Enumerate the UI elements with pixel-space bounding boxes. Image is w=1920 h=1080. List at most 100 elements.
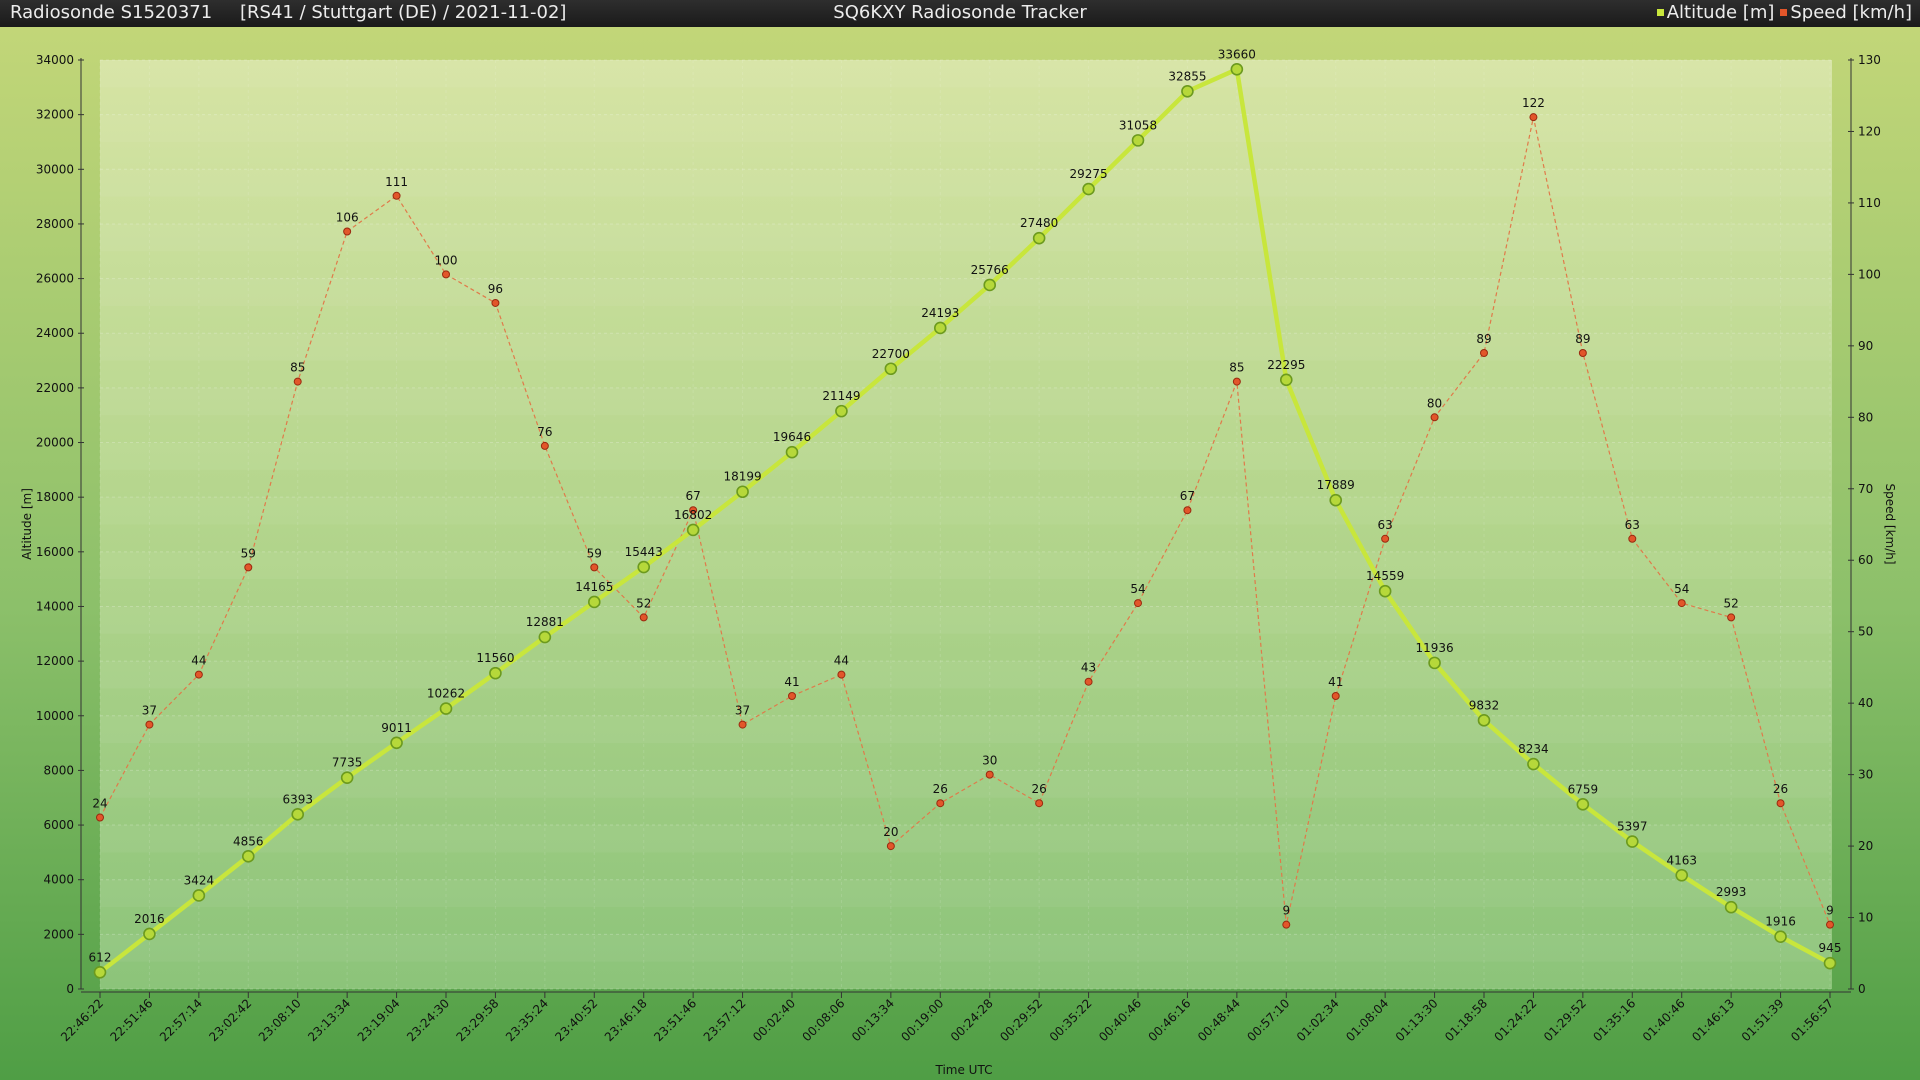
plot-band: [100, 606, 1832, 634]
altitude-point: [1527, 757, 1540, 771]
y2-tick-label: 30: [1858, 768, 1873, 782]
altitude-point: [1032, 231, 1046, 245]
speed-point: [293, 377, 302, 386]
plot-band: [100, 223, 1832, 252]
speed-point: [1035, 799, 1044, 808]
y-tick-label: 22000: [36, 381, 74, 395]
altitude-data-label: 19646: [773, 430, 811, 444]
altitude-point: [192, 889, 206, 902]
y-tick-label: 30000: [36, 162, 74, 176]
y2-axis-label: Speed [km/h]: [1883, 483, 1897, 564]
y-tick-label: 28000: [36, 217, 74, 231]
chart: 0 2000 4000 6000 8000 10000 12000 14000 16000 180…: [0, 27, 1920, 1080]
speed-data-label: 54: [1130, 582, 1145, 596]
y2-tick-label: 40: [1858, 696, 1873, 710]
speed-data-label: 111: [385, 175, 408, 189]
legend-speed-label: Speed [km/h]: [1790, 2, 1912, 23]
y2-tick-label: 70: [1858, 482, 1873, 496]
plot-band: [100, 934, 1832, 962]
speed-point: [689, 506, 698, 515]
speed-point: [1084, 677, 1093, 686]
speed-point: [590, 563, 599, 572]
speed-data-label: 41: [1328, 675, 1343, 689]
altitude-point: [1625, 835, 1639, 848]
altitude-data-label: 24193: [921, 306, 959, 320]
y-tick-label: 2000: [43, 927, 74, 941]
altitude-data-label: 10262: [427, 687, 465, 701]
legend-altitude-swatch: [1656, 8, 1664, 16]
altitude-point: [1477, 714, 1491, 727]
altitude-point: [1724, 900, 1738, 914]
speed-data-label: 52: [1724, 596, 1739, 610]
speed-data-label: 96: [488, 282, 503, 296]
speed-data-label: 100: [435, 253, 458, 267]
y-tick-label: 20000: [36, 436, 74, 450]
y-tick-label: 32000: [36, 108, 74, 122]
y2-tick-label: 110: [1858, 196, 1881, 210]
altitude-data-label: 14559: [1366, 569, 1404, 583]
altitude-data-label: 14165: [575, 580, 613, 594]
y-tick-label: 8000: [43, 763, 74, 777]
speed-data-label: 30: [982, 754, 997, 768]
altitude-point: [785, 445, 799, 459]
speed-data-label: 122: [1522, 96, 1545, 110]
plot-band: [100, 497, 1832, 525]
speed-point: [1677, 599, 1686, 608]
altitude-point: [1774, 930, 1787, 943]
speed-point: [540, 441, 549, 450]
altitude-point: [291, 808, 305, 821]
altitude-point: [1329, 493, 1343, 507]
speed-data-label: 44: [191, 654, 206, 668]
plot-band: [100, 114, 1832, 142]
legend-altitude-label: Altitude [m]: [1666, 2, 1775, 23]
altitude-point: [587, 595, 601, 609]
altitude-point: [439, 702, 453, 715]
altitude-data-label: 9011: [381, 721, 412, 735]
legend: Altitude [m] Speed [km/h]: [1651, 0, 1912, 26]
altitude-data-label: 18199: [723, 470, 761, 484]
y-tick-label: 10000: [36, 709, 74, 723]
x-axis-label: Time UTC: [935, 1063, 993, 1077]
speed-data-label: 59: [587, 546, 602, 560]
altitude-line: [98, 67, 1832, 975]
speed-point: [1282, 920, 1291, 929]
sonde-info: [RS41 / Stuttgart (DE) / 2021-11-02]: [240, 2, 567, 23]
altitude-point: [241, 850, 255, 863]
altitude-data-label: 32855: [1168, 69, 1206, 83]
plot-band: [100, 715, 1832, 744]
altitude-data-label: 6759: [1568, 782, 1599, 796]
altitude-point: [93, 965, 107, 979]
speed-data-label: 9: [1282, 904, 1290, 918]
plot-band: [100, 825, 1832, 853]
altitude-point: [835, 404, 848, 418]
altitude-data-label: 7735: [332, 756, 363, 770]
y-tick-label: 18000: [36, 490, 74, 504]
altitude-point: [1675, 868, 1689, 882]
altitude-point: [1378, 584, 1392, 598]
speed-point: [343, 227, 352, 236]
y2-tick-label: 90: [1858, 339, 1873, 353]
altitude-data-label: 2016: [134, 912, 165, 926]
speed-data-label: 76: [537, 425, 552, 439]
y-tick-label: 14000: [36, 599, 74, 613]
speed-point: [1628, 534, 1637, 543]
speed-series: [96, 113, 1834, 929]
speed-data-label: 80: [1427, 396, 1442, 410]
speed-data-label: 89: [1575, 332, 1590, 346]
speed-data-label: 43: [1081, 661, 1096, 675]
y-tick-label: 0: [66, 982, 74, 996]
altitude-point: [736, 485, 749, 499]
speed-line: [99, 117, 1831, 925]
altitude-data-label: 15443: [625, 545, 663, 559]
speed-point: [1331, 692, 1340, 701]
altitude-point: [884, 362, 898, 376]
altitude-data-label: 1916: [1765, 915, 1796, 929]
y2-tick-label: 100: [1858, 267, 1881, 281]
altitude-point: [686, 523, 700, 537]
speed-data-label: 106: [336, 211, 359, 225]
y-tick-label: 4000: [43, 873, 74, 887]
speed-point: [1183, 506, 1192, 515]
altitude-data-label: 22700: [872, 347, 910, 361]
speed-point: [1430, 413, 1439, 422]
speed-data-label: 37: [142, 704, 157, 718]
